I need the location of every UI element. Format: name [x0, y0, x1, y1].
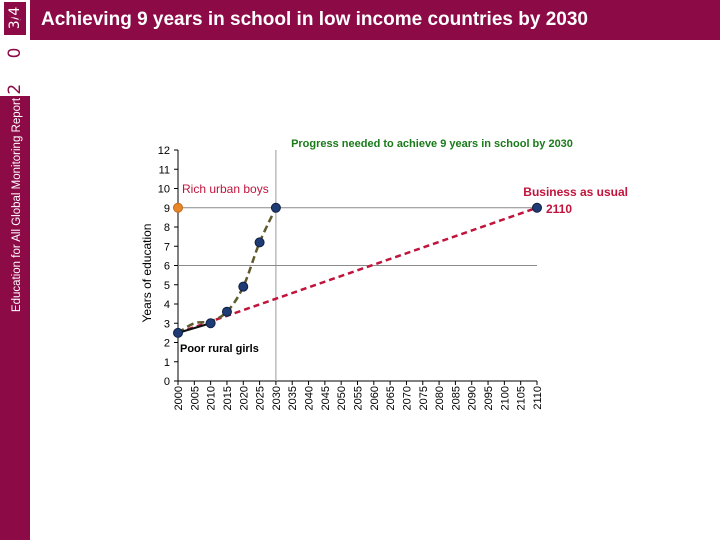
y-axis-label: Years of education	[140, 224, 154, 323]
x-tick-label: 2080	[434, 386, 446, 410]
x-tick-label: 2085	[450, 386, 462, 410]
chart-series	[177, 206, 538, 335]
x-tick-label: 2110	[532, 386, 544, 410]
x-tick-label: 2025	[255, 386, 267, 410]
x-tick-label: 2095	[483, 386, 495, 410]
title-bar	[30, 0, 720, 40]
y-tick-label: 4	[164, 299, 170, 311]
x-tick-label: 2100	[499, 386, 511, 410]
series-line-solid-black	[177, 322, 211, 334]
data-point	[205, 318, 216, 329]
page-title: Achieving 9 years in school in low incom…	[41, 9, 588, 30]
x-tick-label: 2065	[385, 386, 397, 410]
sidebar-logo-area: 3/4 2 0 1	[0, 0, 30, 96]
y-tick-label: 0	[164, 376, 170, 388]
x-tick-label: 2050	[336, 386, 348, 410]
rich-urban-boys-point	[173, 202, 183, 213]
poor-rural-girls-label: Poor rural girls	[180, 343, 259, 355]
y-tick-label: 10	[158, 184, 170, 196]
y-tick-label: 2	[164, 338, 170, 350]
x-tick-label: 2105	[516, 386, 528, 410]
x-tick-label: 2020	[238, 386, 250, 410]
x-tick-label: 2000	[173, 386, 185, 410]
x-tick-label: 2060	[369, 386, 381, 410]
business-as-usual-label: Business as usual	[523, 185, 628, 199]
y-tick-label: 3	[164, 318, 170, 330]
data-point	[221, 306, 232, 317]
data-point	[270, 202, 281, 213]
chart-markers	[173, 202, 542, 338]
x-tick-label: 2070	[401, 386, 413, 410]
x-tick-label: 2015	[222, 386, 234, 410]
data-point	[173, 327, 183, 338]
x-tick-label: 2035	[287, 386, 299, 410]
page-number-box	[4, 2, 26, 35]
x-tick-label: 2090	[467, 386, 479, 410]
y-tick-label: 1	[164, 357, 170, 369]
chart-title: Progress needed to achieve 9 years in sc…	[291, 138, 573, 150]
reference-lines	[178, 207, 537, 266]
rich-urban-boys-label: Rich urban boys	[182, 182, 269, 196]
data-point	[532, 202, 542, 213]
x-tick-label: 2075	[418, 386, 430, 410]
y-tick-label: 6	[164, 261, 170, 273]
x-tick-label: 2005	[189, 386, 201, 410]
x-tick-label: 2045	[320, 386, 332, 410]
x-tick-label: 2055	[353, 386, 365, 410]
x-tick-label: 2040	[304, 386, 316, 410]
y-tick-label: 12	[158, 145, 170, 157]
business-year-label: 2110	[546, 202, 572, 216]
series-line-dashed-red	[177, 206, 538, 335]
y-tick-label: 11	[159, 164, 170, 176]
y-tick-label: 7	[164, 241, 170, 253]
x-tick-label: 2030	[271, 386, 283, 410]
data-point	[238, 281, 249, 292]
y-tick-label: 9	[164, 203, 170, 215]
x-tick-label: 2010	[206, 386, 218, 410]
y-tick-label: 8	[164, 222, 170, 234]
y-tick-label: 5	[164, 280, 170, 292]
data-point	[254, 237, 265, 248]
